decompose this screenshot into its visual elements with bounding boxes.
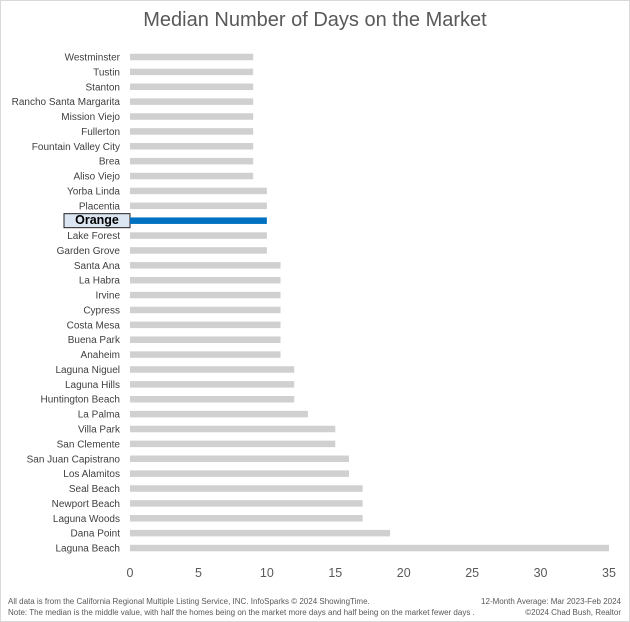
category-label-garden-grove: Garden Grove (57, 246, 121, 257)
category-label-fountain-valley-city: Fountain Valley City (32, 142, 120, 153)
category-label-aliso-viejo: Aliso Viejo (73, 172, 120, 183)
bar-laguna-beach (130, 544, 609, 552)
category-label-santa-ana: Santa Ana (74, 261, 121, 272)
bar-rancho-santa-margarita (130, 98, 254, 105)
category-label-westminster: Westminster (65, 53, 121, 64)
bar-costa-mesa (130, 321, 281, 329)
bar-seal-beach (130, 485, 363, 492)
x-tick-label-0: 0 (127, 566, 134, 580)
footer-note: Note: The median is the middle value, wi… (8, 608, 475, 617)
category-label-tustin: Tustin (93, 67, 120, 78)
bar-villa-park (130, 425, 336, 433)
category-label-la-palma: La Palma (78, 410, 121, 421)
x-tick-label-35: 35 (602, 566, 616, 580)
chart-title: Median Number of Days on the Market (143, 9, 487, 31)
bar-laguna-hills (130, 381, 295, 388)
x-tick-label-30: 30 (534, 566, 548, 580)
bar-garden-grove (130, 247, 267, 254)
category-label-cypress: Cypress (83, 305, 120, 316)
bar-aliso-viejo (130, 172, 254, 180)
bar-laguna-niguel (130, 366, 295, 373)
category-label-brea: Brea (99, 157, 121, 168)
bar-san-clemente (130, 440, 336, 448)
bar-westminster (130, 53, 254, 61)
bar-santa-ana (130, 262, 281, 269)
bar-fountain-valley-city (130, 143, 254, 150)
category-label-placentia: Placentia (79, 201, 121, 212)
bar-la-habra (130, 276, 281, 284)
category-label-yorba-linda: Yorba Linda (67, 186, 120, 197)
category-label-los-alamitos: Los Alamitos (63, 469, 120, 480)
footer-source: All data is from the California Regional… (8, 597, 370, 606)
category-label-san-juan-capistrano: San Juan Capistrano (27, 454, 121, 465)
category-label-seal-beach: Seal Beach (69, 484, 120, 495)
x-tick-label-5: 5 (195, 566, 202, 580)
x-tick-label-15: 15 (328, 566, 342, 580)
bar-lake-forest (130, 232, 267, 239)
bar-chart: Westminster Tustin Stanton Rancho Santa Mar… (12, 53, 616, 581)
category-label-stanton: Stanton (86, 82, 120, 93)
category-label-laguna-woods: Laguna Woods (53, 514, 120, 525)
bar-brea (130, 157, 254, 165)
bar-huntington-beach (130, 395, 295, 403)
bar-san-juan-capistrano (130, 455, 349, 463)
category-label-rancho-santa-margarita: Rancho Santa Margarita (12, 97, 121, 108)
category-label-anaheim: Anaheim (81, 350, 120, 361)
category-label-costa-mesa: Costa Mesa (67, 320, 121, 331)
bar-buena-park (130, 336, 281, 343)
x-tick-label-25: 25 (465, 566, 479, 580)
category-label-mission-viejo: Mission Viejo (61, 112, 120, 123)
category-label-laguna-hills: Laguna Hills (65, 380, 120, 391)
category-label-laguna-beach: Laguna Beach (55, 544, 120, 555)
bar-los-alamitos (130, 470, 349, 477)
category-label-irvine: Irvine (96, 291, 121, 302)
category-label-villa-park: Villa Park (78, 425, 121, 436)
bar-placentia (130, 202, 267, 210)
x-tick-label-10: 10 (260, 566, 274, 580)
bar-fullerton (130, 128, 254, 135)
x-tick-label-20: 20 (397, 566, 411, 580)
bar-yorba-linda (130, 187, 267, 195)
bar-orange (130, 217, 267, 224)
category-label-fullerton: Fullerton (81, 127, 120, 138)
category-label-lake-forest: Lake Forest (67, 231, 120, 242)
category-label-orange: Orange (75, 213, 119, 227)
bar-tustin (130, 68, 254, 76)
category-label-newport-beach: Newport Beach (52, 499, 120, 510)
bar-mission-viejo (130, 113, 254, 120)
category-label-san-clemente: San Clemente (57, 439, 121, 450)
bar-cypress (130, 306, 281, 314)
bar-newport-beach (130, 500, 363, 507)
category-label-la-habra: La Habra (79, 276, 121, 287)
footer-credit: ©2024 Chad Bush, Realtor (525, 608, 621, 617)
category-label-dana-point: Dana Point (71, 529, 121, 540)
bar-irvine (130, 291, 281, 299)
bar-la-palma (130, 410, 308, 418)
bar-anaheim (130, 351, 281, 358)
footer-period: 12-Month Average: Mar 2023-Feb 2024 (481, 597, 621, 606)
category-label-huntington-beach: Huntington Beach (40, 395, 120, 406)
category-label-laguna-niguel: Laguna Niguel (56, 365, 121, 376)
category-label-buena-park: Buena Park (68, 335, 121, 346)
bar-laguna-woods (130, 515, 363, 522)
bar-stanton (130, 83, 254, 91)
bar-dana-point (130, 529, 391, 537)
